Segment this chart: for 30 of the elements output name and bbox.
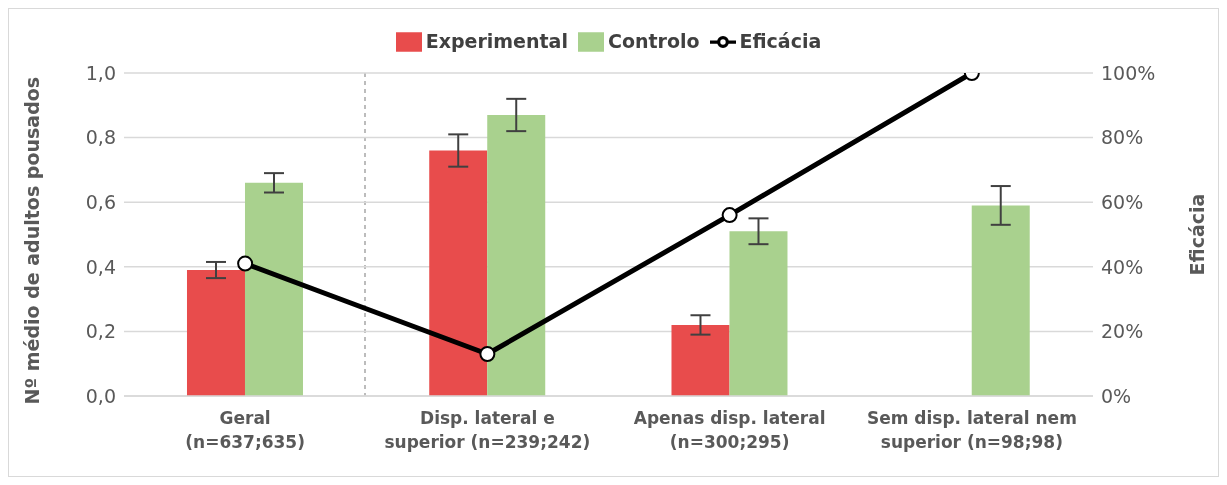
x-tick-label: Disp. lateral e superior (n=239;242) [384, 408, 591, 452]
y-tick-label: 0,0 [85, 384, 116, 407]
bar [244, 182, 303, 396]
bar [487, 114, 546, 396]
legend-label: Eficácia [739, 29, 822, 52]
y-tick-label: 0,8 [85, 126, 116, 149]
y2-tick-label: 60% [1101, 190, 1144, 213]
bar [429, 150, 488, 396]
point [721, 207, 738, 224]
y2-tick-label: 80% [1101, 126, 1144, 149]
bar [729, 231, 788, 396]
y-tick-label: 0,6 [85, 190, 116, 213]
y2-tick-label: 40% [1101, 255, 1144, 278]
bar [186, 270, 245, 396]
point [237, 255, 254, 272]
x-tick-label: Sem disp. lateral nem superior (n=98;98) [866, 408, 1077, 452]
legend-label: Experimental [425, 29, 568, 52]
x-tick-label: Geral (n=637;635) [185, 408, 305, 452]
legend-label: Controlo [607, 29, 700, 52]
bar [971, 205, 1030, 396]
x-tick-label: Apenas disp. lateral (n=300;295) [633, 408, 826, 452]
bar [671, 324, 730, 396]
y-axis-title: Nº médio de adultos pousados [20, 76, 43, 405]
y2-axis-title: Eficácia [1185, 193, 1208, 276]
y-tick-label: 0,4 [85, 255, 116, 278]
y-tick-label: 1,0 [85, 61, 116, 84]
y2-tick-label: 0% [1101, 384, 1132, 407]
y-tick-label: 0,2 [85, 320, 116, 343]
y2-tick-label: 20% [1101, 320, 1144, 343]
y2-tick-label: 100% [1101, 61, 1156, 84]
